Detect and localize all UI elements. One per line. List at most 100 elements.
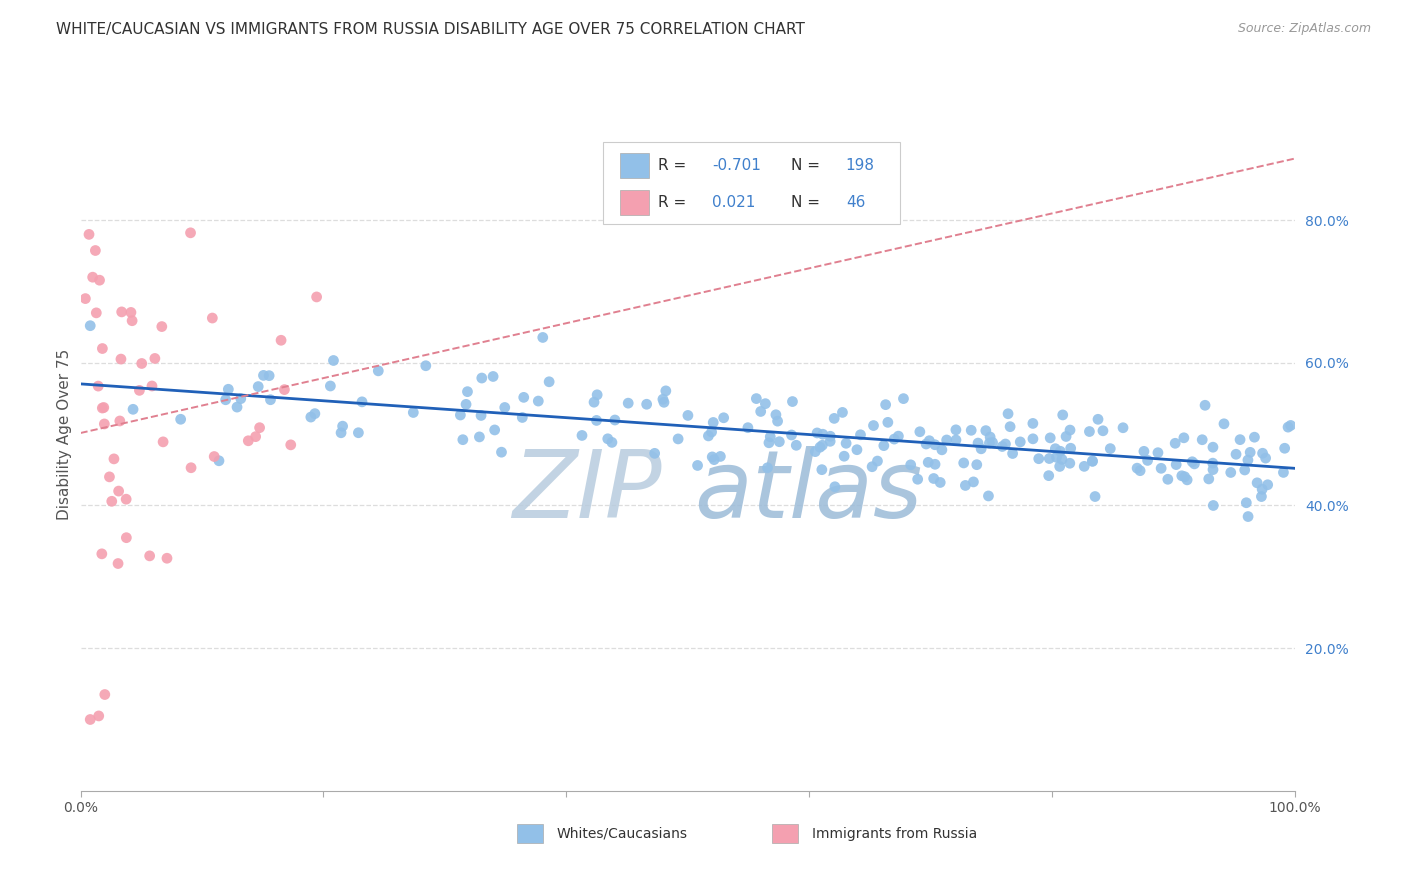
Point bbox=[907, 472, 929, 486]
Text: 46: 46 bbox=[846, 194, 865, 210]
Point bbox=[991, 440, 1014, 454]
Point bbox=[1073, 459, 1095, 474]
Point bbox=[111, 305, 134, 319]
Point bbox=[700, 425, 723, 439]
Text: N =: N = bbox=[792, 158, 825, 173]
Text: 198: 198 bbox=[846, 158, 875, 173]
Point bbox=[749, 404, 772, 418]
Point bbox=[1246, 475, 1268, 490]
Point bbox=[79, 318, 101, 333]
Point bbox=[93, 401, 115, 415]
Point bbox=[697, 429, 720, 443]
Point bbox=[79, 713, 101, 727]
Point bbox=[702, 450, 724, 464]
Point bbox=[1277, 420, 1299, 434]
Point bbox=[89, 273, 111, 287]
Point bbox=[510, 410, 533, 425]
Point bbox=[471, 371, 494, 385]
Point bbox=[981, 435, 1004, 450]
Point bbox=[831, 405, 853, 419]
Point bbox=[100, 494, 122, 508]
Point bbox=[1174, 469, 1197, 483]
Point bbox=[103, 451, 125, 466]
Point bbox=[979, 436, 1001, 450]
Point bbox=[330, 425, 353, 440]
Point bbox=[883, 432, 905, 446]
Point bbox=[1225, 447, 1247, 461]
Point bbox=[1060, 442, 1083, 456]
Point bbox=[766, 414, 789, 428]
Point bbox=[1171, 468, 1194, 483]
Point bbox=[107, 557, 129, 571]
Point bbox=[1001, 446, 1024, 460]
Point bbox=[1052, 408, 1074, 422]
Point bbox=[922, 471, 945, 485]
Point bbox=[758, 435, 780, 450]
Point bbox=[484, 423, 506, 437]
Point bbox=[1081, 454, 1104, 468]
Point bbox=[120, 305, 142, 319]
Point bbox=[1274, 442, 1296, 456]
Point bbox=[1166, 458, 1188, 472]
Point bbox=[586, 388, 609, 402]
Point bbox=[107, 484, 129, 499]
Point bbox=[1081, 454, 1104, 468]
Point bbox=[538, 375, 561, 389]
Point bbox=[765, 408, 787, 422]
Point bbox=[245, 430, 267, 444]
Point bbox=[141, 379, 163, 393]
Point bbox=[918, 434, 941, 448]
Point bbox=[208, 454, 231, 468]
Point bbox=[571, 428, 593, 442]
Point bbox=[818, 434, 841, 449]
Point bbox=[257, 368, 280, 383]
Point bbox=[849, 427, 872, 442]
Point bbox=[110, 352, 132, 367]
Point bbox=[115, 531, 138, 545]
Point bbox=[811, 427, 834, 442]
Text: -0.701: -0.701 bbox=[713, 158, 761, 173]
Point bbox=[75, 292, 97, 306]
Point bbox=[1237, 509, 1260, 524]
Point bbox=[785, 438, 807, 452]
Point bbox=[804, 444, 827, 458]
Point bbox=[782, 394, 804, 409]
Point bbox=[644, 446, 666, 460]
Point bbox=[1087, 412, 1109, 426]
Point bbox=[1150, 461, 1173, 475]
Point bbox=[229, 392, 252, 406]
Point bbox=[887, 429, 910, 443]
Point bbox=[322, 353, 344, 368]
Point bbox=[745, 392, 768, 406]
Point bbox=[703, 452, 725, 467]
Point bbox=[893, 392, 915, 406]
Point bbox=[1233, 463, 1256, 477]
Point bbox=[915, 437, 938, 451]
Point bbox=[115, 492, 138, 507]
Point bbox=[82, 270, 104, 285]
Point bbox=[1078, 425, 1101, 439]
Point bbox=[1038, 451, 1060, 466]
Point bbox=[1272, 466, 1295, 480]
Point bbox=[702, 416, 724, 430]
Point bbox=[603, 413, 626, 427]
Point bbox=[1133, 444, 1156, 458]
Point bbox=[1164, 436, 1187, 450]
Point bbox=[1084, 490, 1107, 504]
Point bbox=[512, 390, 534, 404]
Point bbox=[247, 379, 270, 393]
Point bbox=[1045, 450, 1067, 465]
Point bbox=[1254, 451, 1277, 466]
Point bbox=[1049, 444, 1071, 458]
Point bbox=[1039, 431, 1062, 445]
Point bbox=[1045, 442, 1067, 456]
Point bbox=[131, 356, 153, 370]
Point bbox=[98, 470, 121, 484]
Point bbox=[456, 384, 478, 399]
Point bbox=[974, 424, 997, 438]
Point bbox=[998, 419, 1021, 434]
Point bbox=[1257, 477, 1279, 491]
Point bbox=[226, 400, 249, 414]
Point bbox=[820, 429, 842, 443]
Point bbox=[945, 433, 967, 447]
